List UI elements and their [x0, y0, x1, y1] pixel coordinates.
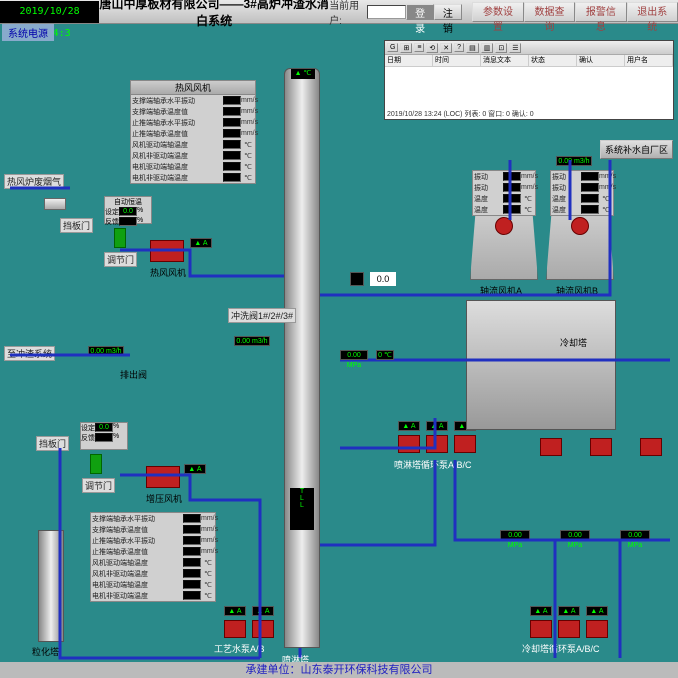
page-title: 唐山中厚板材有限公司——3#高炉冲渣水消白系统 [99, 0, 329, 29]
duct [44, 198, 66, 210]
spray-pump-a[interactable] [398, 435, 420, 453]
to-slag-label: 至冲渣系统 [4, 346, 55, 361]
header-bar: 2019/10/28 13:24:3 唐山中厚板材有限公司——3#高炉冲渣水消白… [0, 0, 678, 24]
menu-alarm[interactable]: 报警信息 [575, 2, 626, 22]
center-val: 0.0 [370, 272, 396, 286]
cool-pump-b[interactable] [558, 620, 580, 638]
control-valve-1[interactable] [114, 228, 126, 248]
hot-fan-panel: 热风风机 支撑端轴承水平振动mm/s支撑端轴承温度值mm/s止推端轴承水平振动m… [130, 80, 256, 184]
booster-fan-panel: 支撑端轴承水平振动mm/s支撑端轴承温度值mm/s止推端轴承水平振动mm/s止推… [90, 512, 216, 602]
booster-eq-label: 增压风机 [146, 492, 182, 505]
makeup-flow: 0.00 m3/h [556, 156, 592, 166]
gran-tower-icon [38, 530, 64, 642]
user-label: 当前用户: [329, 0, 367, 27]
user-input[interactable] [367, 5, 406, 19]
alarm-status: 2019/10/28 13:24 (LOC) 列表: 0 窗口: 0 确认: 0 [387, 109, 534, 119]
booster-ind: ▲ A [184, 464, 206, 474]
cooling-tower [466, 300, 616, 430]
logout-button[interactable]: 注销 [434, 4, 462, 20]
center-box [350, 272, 364, 286]
proc-pump-label: 工艺水泵A/B [214, 642, 265, 655]
aux-pump-2[interactable] [590, 438, 612, 456]
damper-label: 挡板门 [60, 218, 93, 233]
cool-pump-a[interactable] [530, 620, 552, 638]
ctrl-panel-2: 设定0.0% 反馈% [80, 422, 128, 450]
axial-b-label: 轴流风机B [556, 284, 598, 297]
spray-tower-column: ▲ ℃ [284, 68, 320, 648]
hot-fan-icon[interactable] [150, 240, 184, 262]
alarm-columns: 日期时间消息文本状态确认用户名 [385, 55, 673, 67]
booster-fan-icon[interactable] [146, 466, 180, 488]
proc-pump-b[interactable] [252, 620, 274, 638]
axial-b-panel: 振动mm/s振动mm/s温度℃温度℃ [550, 170, 614, 216]
hot-fan-eq-label: 热风风机 [150, 266, 186, 279]
alarm-window: G⊞≡⟲✕?▤▥⊡☰ 日期时间消息文本状态确认用户名 2019/10/28 13… [384, 40, 674, 120]
spray-pump-b[interactable] [426, 435, 448, 453]
login-button[interactable]: 登录 [406, 4, 434, 20]
axial-a-panel: 振动mm/s振动mm/s温度℃温度℃ [472, 170, 536, 216]
proc-pump-a[interactable] [224, 620, 246, 638]
t-ind-1: 0 ℃ [376, 350, 394, 360]
slag-f-ind: 0.00 m3/h [88, 346, 124, 356]
ctrl-panel-1: 自动恒温 设定0.0% 反馈% [104, 196, 152, 224]
gran-tower-label: 粒化塔 [32, 645, 59, 658]
drain-label: 排出阀 [120, 368, 147, 381]
subheader[interactable]: 系统电源 [2, 24, 54, 41]
flush-label: 冲洗阀1#/2#/3# [228, 308, 296, 323]
spray-pump-c[interactable] [454, 435, 476, 453]
hot-fan-ind: ▲ A [190, 238, 212, 248]
ctrl-valve-label: 调节门 [104, 252, 137, 267]
tower-mid-inds: T L L [290, 488, 314, 530]
menu-params[interactable]: 参数设置 [472, 2, 523, 22]
damper-label-2: 挡板门 [36, 436, 69, 451]
makeup-label: 系统补水自厂区 [600, 140, 673, 159]
flow-ind-1: 0.00 m3/h [234, 336, 270, 346]
pp-ind-a: ▲ A [224, 606, 246, 616]
spray-pump-label: 喷淋塔循环泵A/B/C [394, 458, 472, 471]
axial-a-label: 轴流风机A [480, 284, 522, 297]
footer: 承建单位：山东泰开环保科技有限公司 [0, 662, 678, 678]
timestamp: 2019/10/28 13:24:3 [0, 1, 99, 23]
alarm-toolbar[interactable]: G⊞≡⟲✕?▤▥⊡☰ [385, 41, 673, 55]
ctrl-valve-label-2: 调节门 [82, 478, 115, 493]
pp-ind-b: ▲ A [252, 606, 274, 616]
cool-pump-c[interactable] [586, 620, 608, 638]
control-valve-2[interactable] [90, 454, 102, 474]
scada-canvas: 热风炉废烟气 挡板门 自动恒温 设定0.0% 反馈% 调节门 热风风机 ▲ A … [0, 40, 678, 675]
hot-gas-label: 热风炉废烟气 [4, 174, 64, 189]
p-ind-1: 0.00 MPa [340, 350, 368, 360]
menu-exit[interactable]: 退出系统 [627, 2, 678, 22]
aux-pump-1[interactable] [540, 438, 562, 456]
cool-tower-label: 冷却塔 [560, 336, 587, 349]
cool-pump-label: 冷却塔循环泵A/B/C [522, 642, 600, 655]
aux-pump-3[interactable] [640, 438, 662, 456]
menu-data[interactable]: 数据查询 [524, 2, 575, 22]
